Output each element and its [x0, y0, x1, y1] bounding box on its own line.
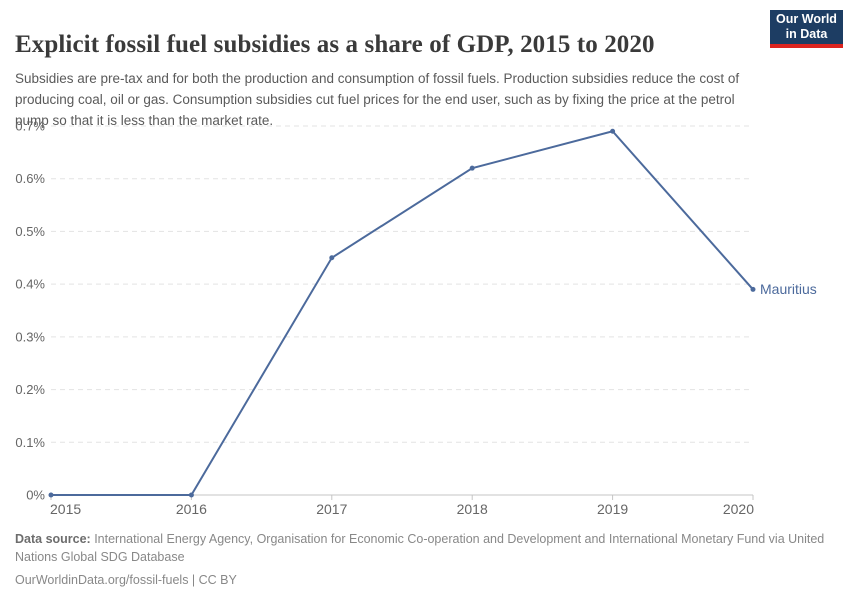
data-point[interactable]	[329, 255, 335, 261]
chart-title: Explicit fossil fuel subsidies as a shar…	[15, 30, 655, 58]
owid-logo[interactable]: Our World in Data	[770, 10, 843, 48]
owid-logo-line1: Our World	[776, 12, 837, 26]
y-axis-tick-label: 0%	[26, 488, 45, 503]
y-axis-tick-label: 0.4%	[15, 277, 45, 292]
y-axis-tick-label: 0.2%	[15, 382, 45, 397]
x-axis-tick-label: 2016	[176, 501, 207, 517]
chart-subtitle: Subsidies are pre-tax and for both the p…	[15, 70, 740, 128]
data-point[interactable]	[610, 128, 616, 134]
x-axis-tick-label: 2017	[316, 501, 347, 517]
series-end-label: Mauritius	[760, 281, 817, 297]
data-source-label: Data source:	[15, 532, 91, 546]
license-text: CC BY	[198, 573, 237, 587]
y-axis-tick-label: 0.3%	[15, 329, 45, 344]
chart-footer: Data source: International Energy Agency…	[15, 530, 837, 589]
x-axis-tick-label: 2018	[457, 501, 488, 517]
data-source-note: Data source: International Energy Agency…	[15, 530, 837, 566]
owid-logo-line2: in Data	[785, 27, 828, 41]
y-axis-tick-label: 0.5%	[15, 224, 45, 239]
x-axis-tick-label: 2015	[50, 501, 81, 517]
data-point[interactable]	[48, 492, 54, 498]
license-separator: |	[188, 573, 199, 587]
data-source-text: International Energy Agency, Organisatio…	[15, 532, 825, 564]
footer-link-row: OurWorldinData.org/fossil-fuels | CC BY	[15, 571, 837, 589]
owid-url-link[interactable]: OurWorldinData.org/fossil-fuels	[15, 573, 189, 587]
data-point[interactable]	[469, 165, 475, 171]
y-axis-tick-label: 0.1%	[15, 435, 45, 450]
y-axis-tick-label: 0.6%	[15, 171, 45, 186]
x-axis-tick-label: 2020	[723, 501, 754, 517]
data-point[interactable]	[188, 492, 194, 498]
data-line[interactable]	[51, 130, 754, 496]
data-point[interactable]	[750, 286, 756, 292]
y-axis-tick-label: 0.7%	[15, 119, 45, 134]
x-axis-tick-label: 2019	[597, 501, 628, 517]
